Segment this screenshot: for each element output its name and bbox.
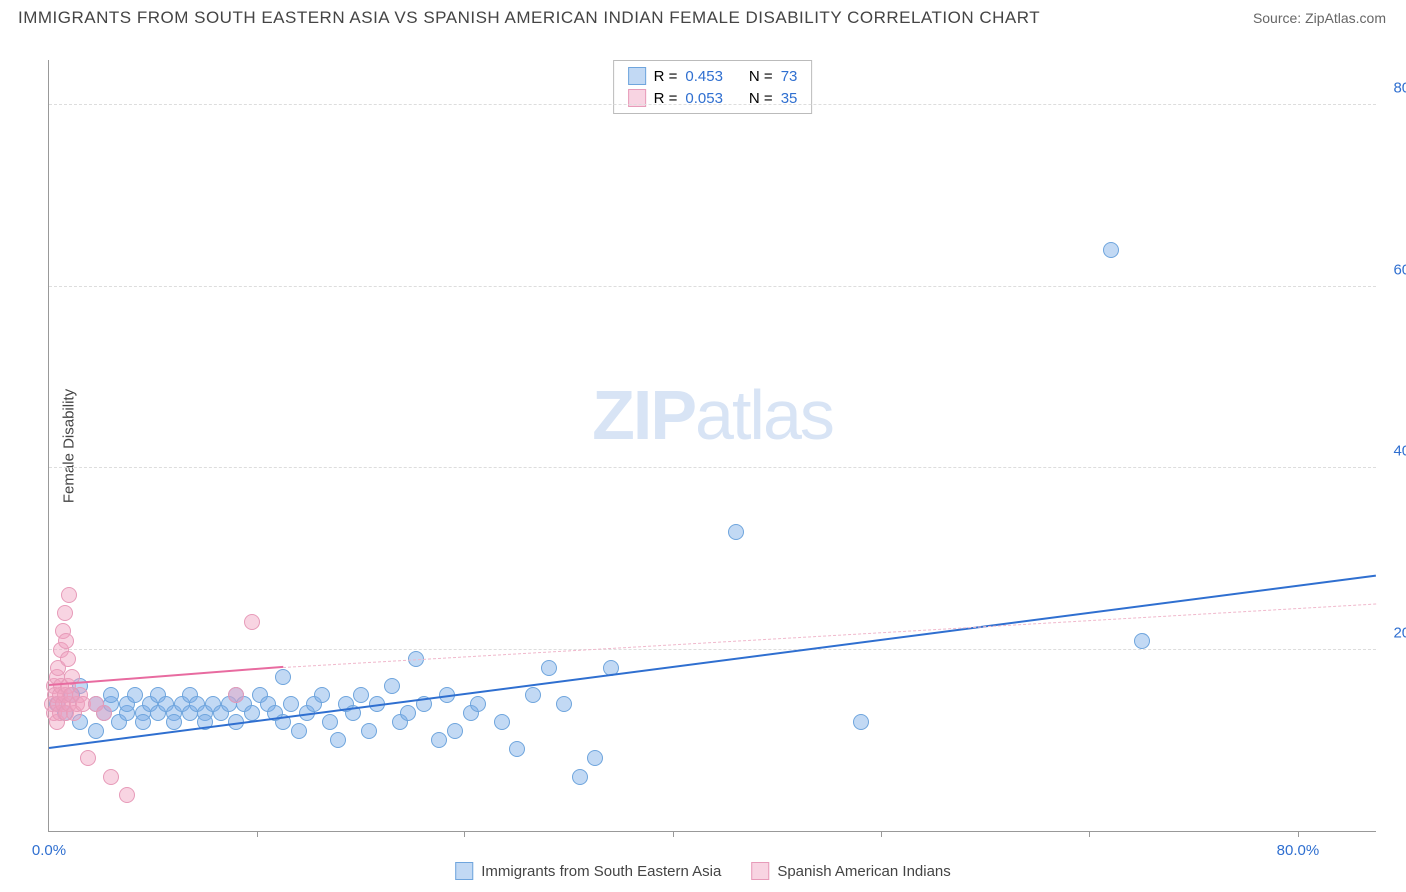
trend-line (49, 666, 283, 686)
series-legend-item: Immigrants from South Eastern Asia (455, 862, 721, 880)
x-tick-mark (673, 831, 674, 837)
data-point (135, 714, 151, 730)
data-point (60, 651, 76, 667)
data-point (291, 723, 307, 739)
r-label: R = (654, 68, 678, 85)
data-point (556, 696, 572, 712)
n-label: N = (749, 68, 773, 85)
data-point (431, 732, 447, 748)
data-point (119, 787, 135, 803)
data-point (228, 687, 244, 703)
legend-swatch (455, 862, 473, 880)
gridline (49, 467, 1376, 468)
n-value: 73 (781, 68, 798, 85)
chart-title: IMMIGRANTS FROM SOUTH EASTERN ASIA VS SP… (18, 8, 1040, 28)
stats-legend: R = 0.453 N = 73 R = 0.053N = 35 (613, 60, 813, 114)
source-label: Source: ZipAtlas.com (1253, 10, 1386, 26)
x-tick-mark (881, 831, 882, 837)
data-point (244, 705, 260, 721)
data-point (384, 678, 400, 694)
data-point (587, 750, 603, 766)
data-point (353, 687, 369, 703)
data-point (494, 714, 510, 730)
data-point (57, 605, 73, 621)
y-tick-label: 80.0% (1381, 80, 1406, 97)
gridline (49, 104, 1376, 105)
data-point (166, 714, 182, 730)
data-point (509, 741, 525, 757)
r-value: 0.453 (685, 68, 723, 85)
data-point (728, 524, 744, 540)
data-point (127, 687, 143, 703)
data-point (541, 660, 557, 676)
x-tick-mark (1089, 831, 1090, 837)
data-point (103, 769, 119, 785)
data-point (400, 705, 416, 721)
x-tick-mark (464, 831, 465, 837)
data-point (103, 687, 119, 703)
y-tick-label: 60.0% (1381, 261, 1406, 278)
data-point (314, 687, 330, 703)
gridline (49, 286, 1376, 287)
data-point (96, 705, 112, 721)
data-point (80, 750, 96, 766)
data-point (275, 669, 291, 685)
data-point (470, 696, 486, 712)
data-point (283, 696, 299, 712)
x-tick-label: 0.0% (32, 842, 66, 859)
data-point (525, 687, 541, 703)
data-point (853, 714, 869, 730)
series-legend-label: Spanish American Indians (777, 863, 950, 880)
stats-legend-row: R = 0.453 N = 73 (614, 65, 812, 87)
data-point (330, 732, 346, 748)
x-tick-label: 80.0% (1277, 842, 1320, 859)
trend-line (283, 603, 1376, 667)
legend-swatch (628, 67, 646, 85)
watermark: ZIPatlas (592, 375, 833, 455)
y-tick-label: 20.0% (1381, 624, 1406, 641)
gridline (49, 649, 1376, 650)
data-point (572, 769, 588, 785)
x-tick-mark (1298, 831, 1299, 837)
data-point (61, 587, 77, 603)
data-point (447, 723, 463, 739)
data-point (244, 614, 260, 630)
scatter-chart: ZIPatlas R = 0.453N = 73R = 0.053N = 35 … (48, 60, 1376, 832)
stats-legend-row: R = 0.053N = 35 (614, 87, 812, 109)
y-tick-label: 40.0% (1381, 443, 1406, 460)
legend-swatch (751, 862, 769, 880)
data-point (1134, 633, 1150, 649)
series-legend-label: Immigrants from South Eastern Asia (481, 863, 721, 880)
data-point (322, 714, 338, 730)
series-legend-item: Spanish American Indians (751, 862, 950, 880)
data-point (1103, 242, 1119, 258)
data-point (88, 723, 104, 739)
trend-line (49, 575, 1376, 749)
x-tick-mark (257, 831, 258, 837)
series-legend: Immigrants from South Eastern Asia Spanis… (455, 862, 951, 880)
data-point (361, 723, 377, 739)
data-point (58, 633, 74, 649)
